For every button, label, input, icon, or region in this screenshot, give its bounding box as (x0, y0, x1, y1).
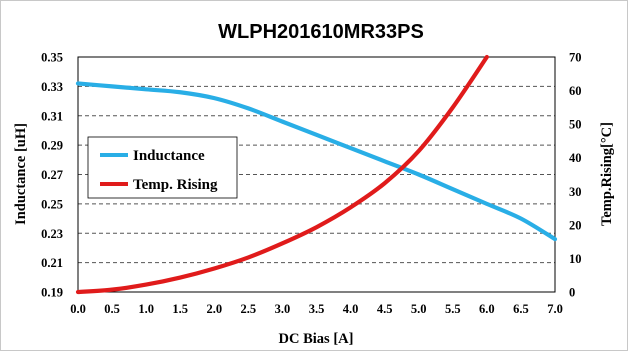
y-tick-label-left: 0.19 (41, 286, 63, 300)
plot-area (77, 56, 556, 293)
x-tick-label: 2.5 (241, 302, 257, 316)
y-tick-label-left: 0.27 (41, 168, 63, 182)
y-axis-label-right: Temp.Rising[°C] (599, 122, 615, 226)
y-tick-label-right: 20 (569, 218, 582, 232)
y-tick-label-right: 30 (569, 185, 582, 199)
legend-box (87, 136, 238, 199)
series-layer (75, 54, 558, 295)
x-tick-label: 6.5 (513, 302, 529, 316)
x-tick-label: 1.5 (172, 302, 188, 316)
legend-label-temp: Temp. Rising (133, 177, 218, 193)
series-line-inductance (75, 81, 558, 242)
x-tick-label: 2.0 (206, 302, 222, 316)
legend-label-inductance: Inductance (133, 148, 205, 164)
y-tick-label-right: 40 (569, 151, 582, 165)
y-tick-label-left: 0.21 (41, 256, 63, 270)
series-line-temp-rising (75, 54, 489, 295)
y-tick-label-right: 70 (569, 51, 582, 65)
y-tick-label-left: 0.35 (41, 51, 63, 65)
y-tick-label-right: 60 (569, 84, 582, 98)
y-tick-label-left: 0.23 (41, 227, 63, 241)
x-tick-label: 5.0 (411, 302, 427, 316)
x-tick-label: 7.0 (547, 302, 563, 316)
x-tick-label: 3.5 (309, 302, 325, 316)
y-tick-label-left: 0.31 (41, 109, 63, 123)
x-tick-label: 3.0 (275, 302, 291, 316)
ticks-layer: 0.0 0.5 1.0 1.5 2.0 2.5 3.0 3.5 4.0 4.5 5.0 5.5 6.0 6… (41, 51, 581, 317)
x-axis-label: DC Bias [A] (279, 331, 354, 347)
y-tick-label-left: 0.25 (41, 197, 63, 211)
y-tick-label-right: 50 (569, 118, 582, 132)
legend: Inductance Temp. Rising (87, 136, 238, 199)
y-axis-label-left: Inductance [uH] (13, 123, 29, 225)
y-tick-label-right: 10 (569, 252, 582, 266)
x-tick-label: 0.5 (104, 302, 120, 316)
y-tick-label-left: 0.33 (41, 80, 63, 94)
x-tick-label: 4.5 (377, 302, 393, 316)
y-tick-label-right: 0 (569, 286, 575, 300)
y-tick-label-left: 0.29 (41, 139, 63, 153)
x-tick-label: 0.0 (70, 302, 86, 316)
x-tick-label: 5.5 (445, 302, 461, 316)
x-tick-label: 1.0 (138, 302, 154, 316)
chart-title: WLPH201610MR33PS (218, 21, 424, 43)
x-tick-label: 4.0 (343, 302, 359, 316)
x-tick-label: 6.0 (479, 302, 495, 316)
